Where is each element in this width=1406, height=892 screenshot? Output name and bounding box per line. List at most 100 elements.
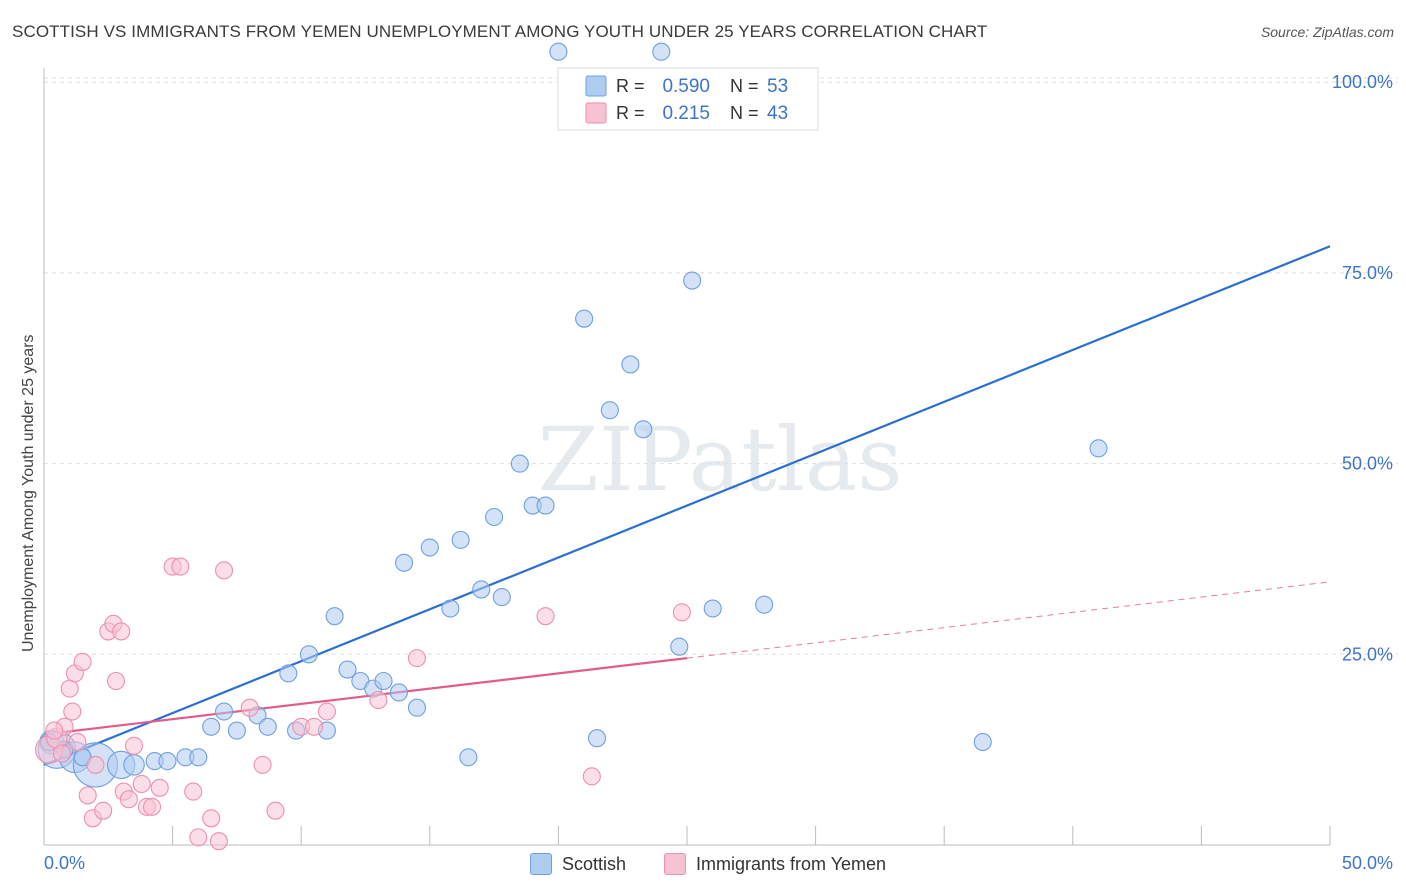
- data-point-yemen: [369, 691, 388, 710]
- data-point-scottish: [389, 683, 408, 702]
- data-point-scottish: [258, 717, 277, 736]
- legend-label-yemen: Immigrants from Yemen: [696, 853, 887, 874]
- data-point-scottish: [123, 754, 145, 776]
- data-point-yemen: [202, 809, 221, 828]
- data-point-scottish: [587, 729, 607, 748]
- data-point-yemen: [78, 786, 97, 805]
- data-point-yemen: [536, 607, 555, 626]
- chart-source: Source: ZipAtlas.com: [1260, 24, 1394, 40]
- data-point-scottish: [973, 732, 992, 752]
- data-point-scottish: [441, 599, 460, 618]
- data-point-scottish: [202, 717, 221, 736]
- data-point-yemen: [266, 801, 285, 820]
- data-point-yemen: [63, 702, 82, 721]
- data-point-scottish: [420, 538, 439, 557]
- data-point-yemen: [317, 702, 336, 721]
- data-point-yemen: [305, 717, 324, 736]
- legend-swatch-0: [585, 75, 607, 97]
- legend-n-label: N =: [730, 76, 759, 96]
- axes: [43, 68, 1331, 846]
- data-point-scottish: [703, 599, 722, 618]
- y-tick-label: 75.0%: [1342, 263, 1393, 283]
- data-point-yemen: [132, 774, 151, 794]
- legend-n-label: N =: [730, 103, 759, 123]
- data-point-scottish: [536, 496, 555, 515]
- legend-swatch-yemen: [664, 853, 686, 875]
- data-point-scottish: [325, 607, 344, 626]
- y-tick-label: 25.0%: [1342, 644, 1393, 664]
- data-point-scottish: [621, 355, 640, 374]
- data-point-scottish: [407, 698, 426, 717]
- data-point-scottish: [492, 588, 511, 607]
- data-point-yemen: [672, 603, 691, 622]
- y-tick-label: 50.0%: [1342, 454, 1393, 474]
- data-point-yemen: [253, 755, 272, 774]
- x-tick-labels: 0.0% 50.0%: [44, 853, 1393, 873]
- y-tick-label: 100.0%: [1332, 72, 1393, 92]
- data-point-yemen: [189, 828, 208, 847]
- trend-line-0: [43, 245, 1331, 766]
- x-tick-label: 0.0%: [44, 853, 85, 873]
- watermark: ZIPatlas: [538, 408, 903, 511]
- data-point-yemen: [106, 671, 126, 691]
- data-point-scottish: [374, 671, 393, 691]
- data-point-yemen: [124, 736, 144, 755]
- data-point-yemen: [86, 755, 105, 774]
- data-point-scottish: [652, 42, 671, 61]
- data-point-scottish: [227, 721, 246, 740]
- data-point-scottish: [338, 660, 357, 679]
- data-point-scottish: [158, 752, 177, 771]
- stats-legend: R = 0.590 N = 53 R = 0.215 N = 43: [557, 67, 819, 131]
- legend-swatch-scottish: [530, 853, 552, 875]
- data-point-yemen: [68, 732, 87, 752]
- data-point-scottish: [755, 595, 774, 614]
- data-point-scottish: [670, 637, 689, 656]
- data-point-scottish: [600, 401, 619, 420]
- data-point-scottish: [634, 420, 653, 439]
- data-point-yemen: [73, 652, 92, 671]
- legend-r-value: 0.590: [662, 76, 710, 97]
- legend-yemen[interactable]: Immigrants from Yemen: [664, 851, 886, 877]
- y-tick-labels: 25.0% 50.0% 75.0% 100.0%: [1332, 72, 1393, 664]
- data-point-yemen: [171, 557, 190, 576]
- legend-n-value: 43: [767, 103, 788, 124]
- legend-scottish[interactable]: Scottish: [530, 851, 626, 877]
- trend-line-extension-1: [686, 581, 1331, 659]
- chart-title: SCOTTISH VS IMMIGRANTS FROM YEMEN UNEMPL…: [12, 22, 988, 41]
- legend-r-label: R =: [616, 103, 645, 123]
- data-point-yemen: [119, 790, 138, 809]
- trend-line-1: [43, 657, 688, 736]
- data-point-yemen: [407, 649, 426, 668]
- data-point-scottish: [472, 580, 491, 599]
- data-point-yemen: [142, 797, 162, 816]
- x-tick-label: 50.0%: [1342, 853, 1393, 873]
- legend-label-scottish: Scottish: [562, 853, 627, 874]
- data-points: [34, 42, 1108, 851]
- data-point-scottish: [214, 702, 234, 721]
- data-point-yemen: [209, 832, 228, 851]
- data-point-yemen: [150, 778, 169, 797]
- data-point-scottish: [459, 748, 478, 767]
- data-point-yemen: [94, 801, 113, 820]
- legend-n-value: 53: [767, 76, 788, 97]
- y-axis-label: Unemployment Among Youth under 25 years: [20, 334, 37, 652]
- data-point-scottish: [189, 748, 208, 767]
- data-point-scottish: [279, 664, 298, 683]
- legend-r-label: R =: [616, 76, 645, 96]
- data-point-scottish: [299, 645, 318, 664]
- data-point-yemen: [184, 782, 203, 801]
- data-point-scottish: [395, 553, 414, 572]
- trend-lines: [43, 245, 1331, 766]
- data-point-scottish: [510, 454, 529, 473]
- data-point-yemen: [582, 767, 601, 786]
- data-point-scottish: [451, 530, 470, 549]
- data-point-scottish: [485, 507, 504, 527]
- data-point-yemen: [214, 561, 234, 580]
- data-point-scottish: [1089, 439, 1108, 458]
- data-point-yemen: [45, 721, 64, 740]
- legend-swatch-1: [585, 102, 607, 124]
- data-point-scottish: [683, 271, 702, 290]
- data-point-yemen: [60, 679, 79, 698]
- data-point-yemen: [240, 698, 259, 717]
